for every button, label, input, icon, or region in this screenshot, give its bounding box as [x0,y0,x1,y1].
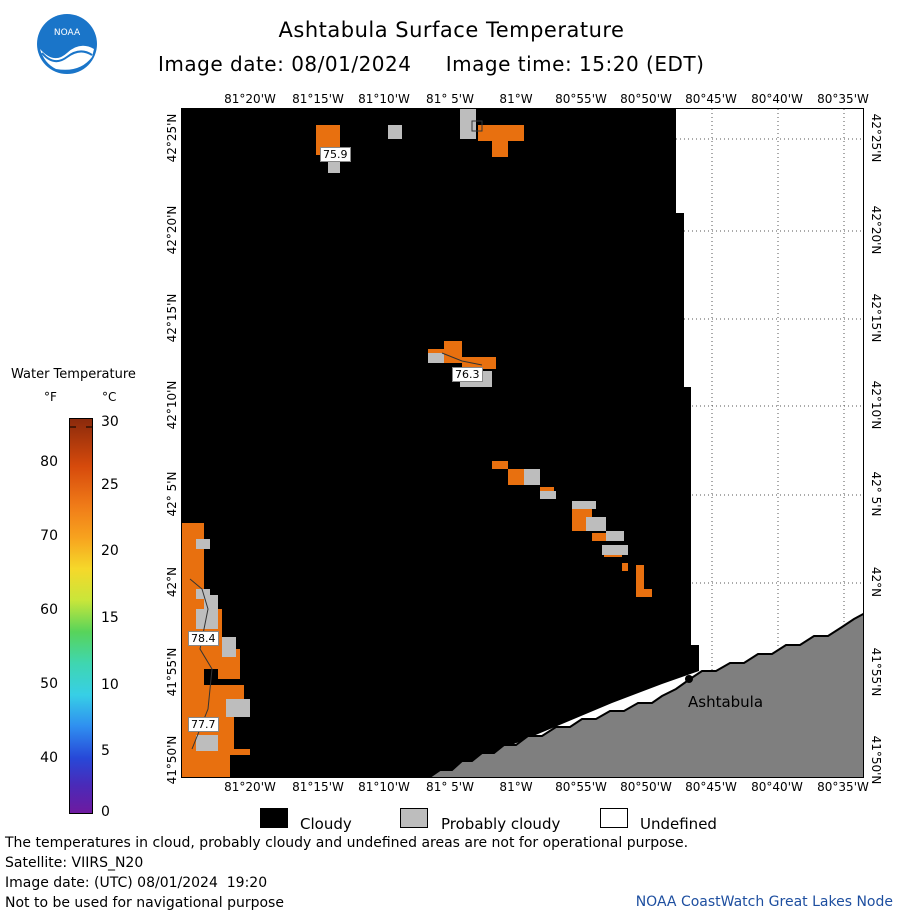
tick-f: 70 [40,528,58,544]
disclaimer-text: The temperatures in cloud, probably clou… [5,835,689,851]
tick-c: 0 [101,804,110,820]
lat-label-right: 42° 5'N [869,471,883,517]
tick-c: 10 [101,677,119,693]
lat-label-right: 41°55'N [869,647,883,697]
cloudy-region [182,109,699,777]
lat-label-left: 42° 5'N [165,471,179,517]
lon-label-bottom: 81°W [499,780,533,794]
lat-label-left: 41°50'N [165,735,179,785]
tick-c: 25 [101,477,119,493]
undefined-swatch [600,808,628,828]
unit-f: °F [44,390,57,404]
lon-label-bottom: 81°15'W [292,780,344,794]
lon-label-top: 80°35'W [817,92,869,106]
contour-lines [189,120,483,750]
tick-f: 80 [40,454,58,470]
tick-c: 15 [101,610,119,626]
lat-label-left: 42°20'N [165,205,179,255]
lat-label-right: 42°25'N [869,113,883,163]
lon-label-bottom: 81° 5'W [426,780,474,794]
land-area [428,612,863,777]
tick-c: 5 [101,743,110,759]
image-date-time: Image date: 08/01/2024 Image time: 15:20… [158,52,704,76]
ashtabula-marker [685,675,693,683]
lon-label-bottom: 80°50'W [620,780,672,794]
lon-label-top: 80°45'W [685,92,737,106]
lon-label-top: 80°55'W [555,92,607,106]
lat-label-right: 42°20'N [869,205,883,255]
map-area: 75.9 76.3 78.4 77.7 Ashtabula [181,108,864,778]
unit-c: °C [102,390,117,404]
lon-label-top: 81° 5'W [426,92,474,106]
lat-label-left: 41°55'N [165,647,179,697]
lon-label-bottom: 80°55'W [555,780,607,794]
lon-label-top: 80°40'W [751,92,803,106]
lon-label-top: 81°20'W [224,92,276,106]
satellite-text: Satellite: VIIRS_N20 [5,855,144,871]
lon-label-top: 81°10'W [358,92,410,106]
image-time: Image time: 15:20 (EDT) [445,52,705,76]
tick-c: 30 [101,414,119,430]
legend-title: Water Temperature [11,367,136,382]
lon-label-bottom: 80°35'W [817,780,869,794]
temperature-label: 76.3 [452,367,483,382]
lat-label-left: 42°N [165,566,179,598]
lon-label-bottom: 81°10'W [358,780,410,794]
lat-label-right: 42°15'N [869,293,883,343]
temperature-label: 75.9 [320,147,351,162]
map-svg [182,109,863,777]
lat-label-right: 42°N [869,566,883,598]
tick-f: 60 [40,602,58,618]
lat-label-left: 42°25'N [165,113,179,163]
cloudy-swatch [260,808,288,828]
undefined-label: Undefined [640,815,717,833]
credit-text: NOAA CoastWatch Great Lakes Node [635,894,893,910]
temperature-colorbar [69,418,93,814]
lat-label-left: 42°10'N [165,380,179,430]
tick-c: 20 [101,543,119,559]
temperature-label: 78.4 [188,631,219,646]
logo-text: NOAA [54,28,81,38]
page-title: Ashtabula Surface Temperature [278,18,625,42]
lat-label-right: 41°50'N [869,735,883,785]
graticule [672,109,863,777]
lon-label-bottom: 80°40'W [751,780,803,794]
lon-label-top: 80°50'W [620,92,672,106]
city-label: Ashtabula [688,693,764,711]
tick-f: 50 [40,676,58,692]
probably-cloudy-label: Probably cloudy [441,815,561,833]
cloudy-label: Cloudy [300,815,352,833]
lat-label-left: 42°15'N [165,293,179,343]
temperature-label: 77.7 [188,717,219,732]
lat-label-right: 42°10'N [869,380,883,430]
lon-label-bottom: 81°20'W [224,780,276,794]
lon-label-bottom: 80°45'W [685,780,737,794]
lon-label-top: 81°W [499,92,533,106]
noaa-logo: NOAA [36,13,98,75]
nav-warning-text: Not to be used for navigational purpose [5,895,284,911]
probably-cloudy-swatch [400,808,428,828]
utc-date-text: Image date: (UTC) 08/01/2024 19:20 [5,875,268,891]
image-date: Image date: 08/01/2024 [158,52,412,76]
lon-label-top: 81°15'W [292,92,344,106]
tick-f: 40 [40,750,58,766]
